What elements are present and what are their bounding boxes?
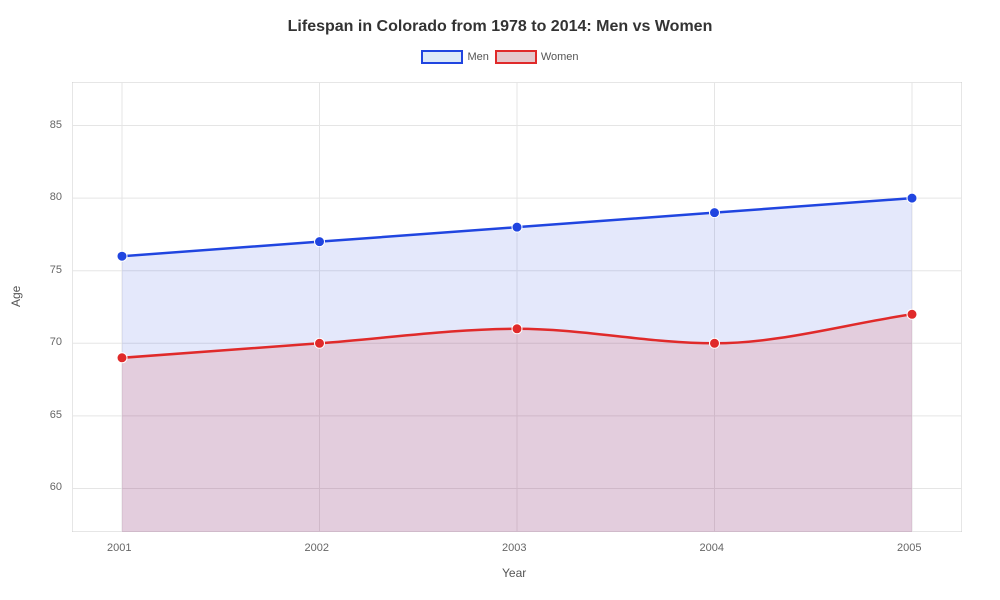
plot-area [72,82,962,532]
legend: Men Women [0,50,1000,64]
y-tick-label: 75 [50,264,62,276]
x-axis-label: Year [502,566,526,580]
x-tick-label: 2005 [897,542,921,554]
legend-label: Women [541,51,579,63]
legend-item: Women [495,50,579,64]
x-tick-label: 2001 [107,542,131,554]
legend-swatch [421,50,463,64]
x-tick-label: 2003 [502,542,526,554]
chart-container: Lifespan in Colorado from 1978 to 2014: … [0,0,1000,600]
x-tick-label: 2004 [700,542,724,554]
x-tick-label: 2002 [305,542,329,554]
y-tick-label: 60 [50,481,62,493]
legend-item: Men [421,50,488,64]
legend-swatch [495,50,537,64]
legend-label: Men [467,51,488,63]
y-tick-label: 80 [50,191,62,203]
y-axis-label: Age [9,286,23,307]
chart-title: Lifespan in Colorado from 1978 to 2014: … [0,0,1000,36]
y-tick-label: 65 [50,409,62,421]
y-tick-label: 70 [50,336,62,348]
plot-svg [72,82,962,532]
y-tick-label: 85 [50,119,62,131]
